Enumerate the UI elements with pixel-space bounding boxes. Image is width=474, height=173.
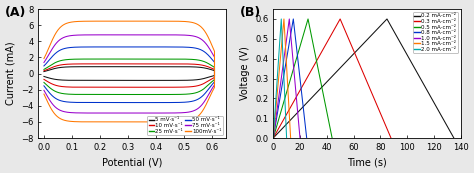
Y-axis label: Voltage (V): Voltage (V): [239, 47, 250, 101]
Y-axis label: Current (mA): Current (mA): [6, 42, 16, 105]
Text: (A): (A): [5, 6, 26, 20]
Text: (B): (B): [239, 6, 261, 20]
Legend: 5 mV·s⁻¹, 10 mV·s⁻¹, 25 mV·s⁻¹, 50 mV·s⁻¹, 75 mV·s⁻¹, 100mV·s⁻¹: 5 mV·s⁻¹, 10 mV·s⁻¹, 25 mV·s⁻¹, 50 mV·s⁻…: [147, 116, 223, 135]
Legend: 0.2 mA·cm⁻², 0.3 mA·cm⁻², 0.5 mA·cm⁻², 0.8 mA·cm⁻², 1.0 mA·cm⁻², 1.5 mA·cm⁻², 2.: 0.2 mA·cm⁻², 0.3 mA·cm⁻², 0.5 mA·cm⁻², 0…: [413, 12, 458, 53]
X-axis label: Potential (V): Potential (V): [102, 157, 162, 167]
X-axis label: Time (s): Time (s): [347, 157, 387, 167]
